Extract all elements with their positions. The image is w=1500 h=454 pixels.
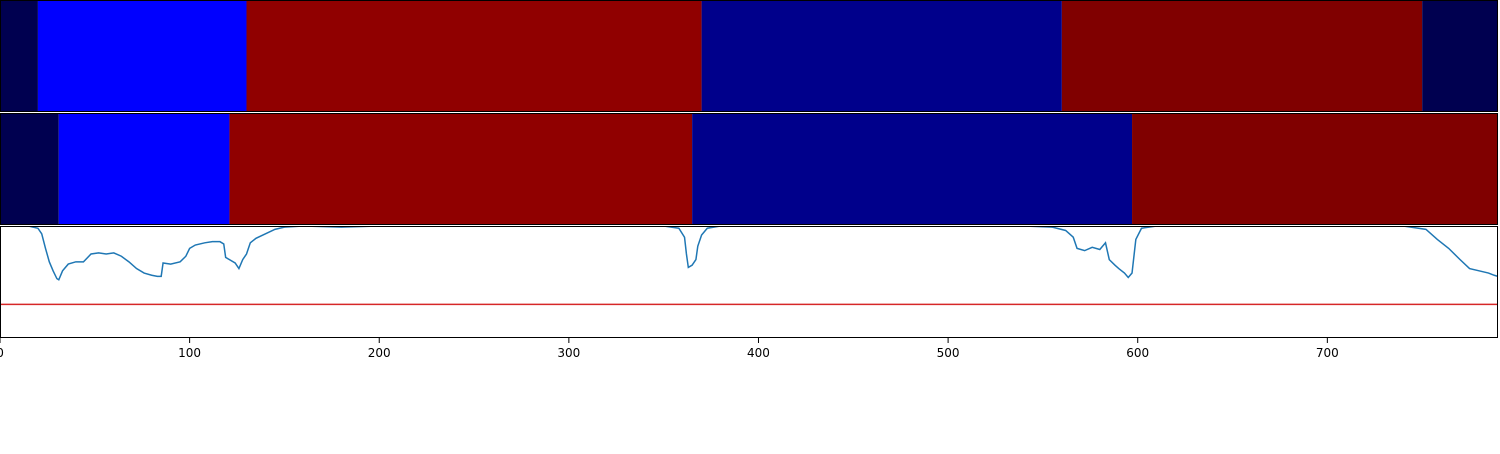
track-1-frame xyxy=(0,113,1498,225)
track-0-segment-2 xyxy=(246,0,702,112)
track-1-segment-3 xyxy=(692,113,1133,225)
track-1-segment-4 xyxy=(1132,113,1498,225)
line-panel-frame xyxy=(0,226,1498,338)
track-1-segment-0 xyxy=(0,113,59,225)
x-tick-label-500: 500 xyxy=(937,346,960,360)
series-line xyxy=(0,226,1498,281)
x-tick-label-0: 0 xyxy=(0,346,4,360)
track-1-segment-2 xyxy=(229,113,693,225)
track-0-segment-3 xyxy=(701,0,1062,112)
x-tick-label-100: 100 xyxy=(178,346,201,360)
track-0-segment-5 xyxy=(1422,0,1498,112)
x-tick-label-300: 300 xyxy=(557,346,580,360)
x-tick-label-600: 600 xyxy=(1126,346,1149,360)
track-0-segment-1 xyxy=(37,0,247,112)
track-1-segment-1 xyxy=(58,113,230,225)
x-tick-label-200: 200 xyxy=(368,346,391,360)
track-0-segment-4 xyxy=(1061,0,1423,112)
x-tick-label-400: 400 xyxy=(747,346,770,360)
track-0-segment-0 xyxy=(0,0,38,112)
x-tick-label-700: 700 xyxy=(1316,346,1339,360)
track-0-frame xyxy=(0,0,1498,112)
